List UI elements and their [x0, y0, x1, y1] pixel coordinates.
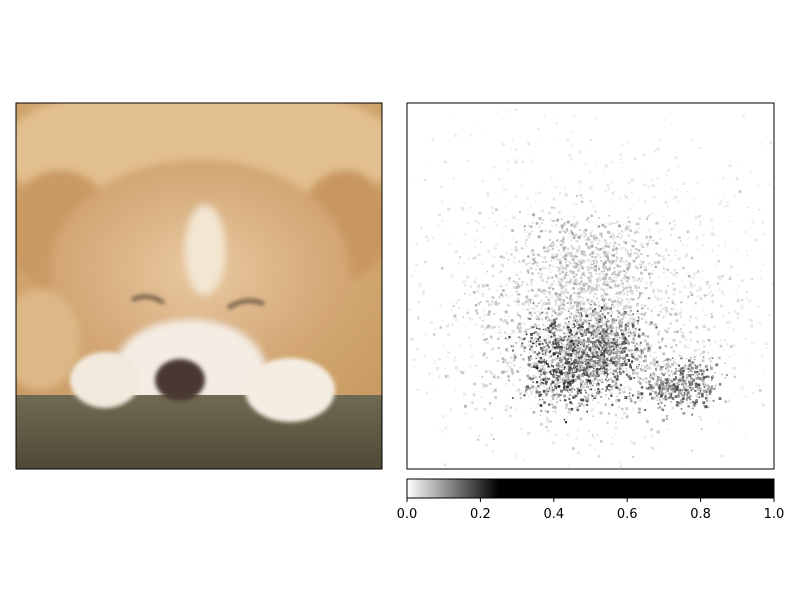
colorbar-gradient: [407, 479, 774, 498]
colorbar-tick-label: 0.0: [397, 507, 418, 522]
left-paw: [70, 352, 140, 408]
closed-eye-left: [131, 294, 166, 305]
right-paw: [245, 358, 335, 422]
colorbar-ticks: 0.0 0.2 0.4 0.6 0.8 1.0: [397, 498, 785, 522]
colorbar-tick-label: 1.0: [764, 507, 785, 522]
saliency-heatmap-panel: [407, 103, 774, 469]
saliency-dots: [408, 108, 774, 468]
colorbar-tick-label: 0.4: [543, 507, 564, 522]
photo-frame: [15, 102, 383, 470]
colorbar: 0.0 0.2 0.4 0.6 0.8 1.0: [397, 478, 785, 522]
closed-eye-right: [226, 298, 265, 310]
input-image-panel: [16, 103, 382, 469]
dog-nose: [155, 359, 205, 401]
colorbar-tick-label: 0.2: [470, 507, 491, 522]
colorbar-frame: [406, 478, 775, 499]
colorbar-tick-label: 0.6: [617, 507, 638, 522]
heatmap-frame: [406, 102, 775, 470]
colorbar-tick-label: 0.8: [690, 507, 711, 522]
